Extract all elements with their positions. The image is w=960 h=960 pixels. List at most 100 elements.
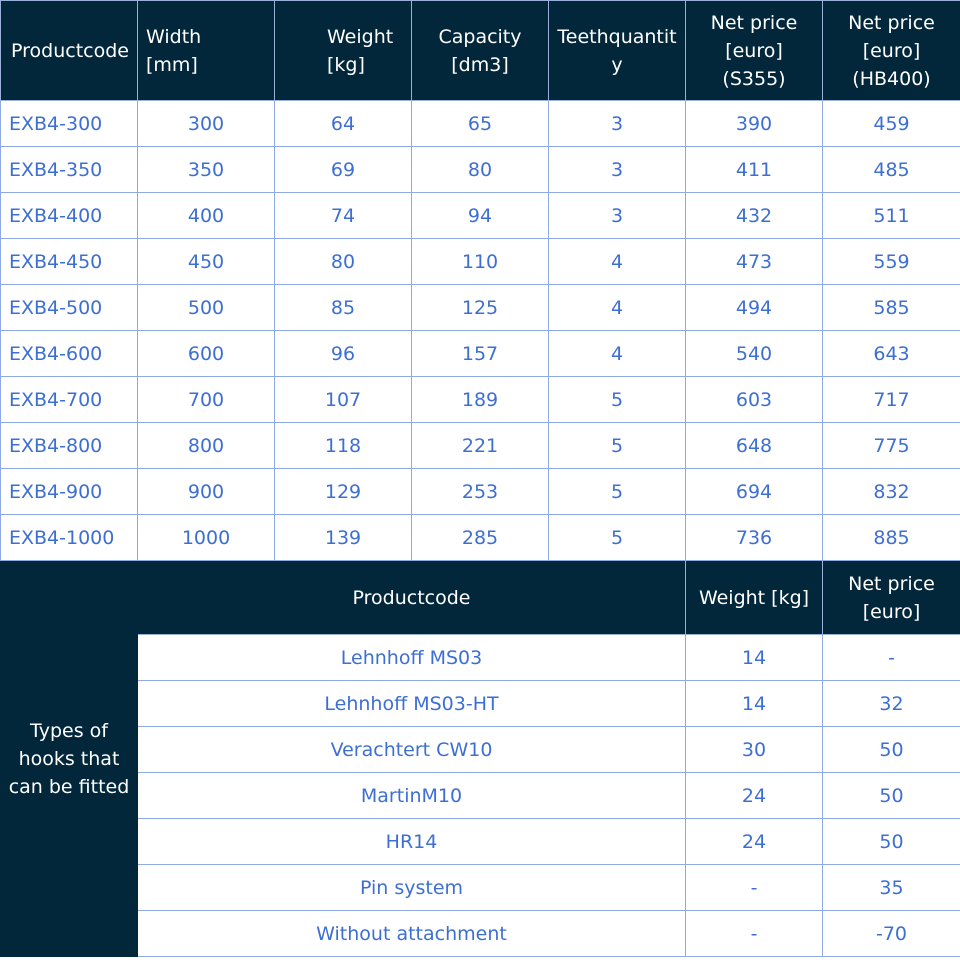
cell-teeth-quantity: 5 [548, 514, 686, 561]
hook-row: MartinM10 24 50 [1, 772, 960, 819]
cell-net-price-s355: 648 [685, 422, 823, 469]
cell-net-price-hb400: 485 [822, 146, 960, 193]
cell-capacity: 221 [411, 422, 549, 469]
cell-net-price-s355: 694 [685, 468, 823, 515]
table-row: EXB4-600 600 96 157 4 540 643 [0, 330, 960, 377]
cell-net-price-s355: 540 [685, 330, 823, 377]
cell-capacity: 125 [411, 284, 549, 331]
cell-teeth-quantity: 3 [548, 100, 686, 147]
cell-net-price-s355: 473 [685, 238, 823, 285]
cell-hook-weight: - [685, 864, 823, 911]
hooks-header-row: Types of hooks that can be fitted Productco… [0, 560, 960, 957]
cell-weight: 139 [274, 514, 412, 561]
cell-productcode: EXB4-600 [0, 330, 138, 377]
cell-hook-weight: 24 [685, 818, 823, 865]
header-teeth-quantity: Teethquantit y [548, 0, 686, 101]
cell-width: 350 [137, 146, 275, 193]
cell-net-price-s355: 736 [685, 514, 823, 561]
hook-row: Verachtert CW10 30 50 [1, 726, 960, 773]
cell-capacity: 110 [411, 238, 549, 285]
cell-net-price-s355: 494 [685, 284, 823, 331]
cell-capacity: 65 [411, 100, 549, 147]
cell-net-price-hb400: 559 [822, 238, 960, 285]
cell-teeth-quantity: 4 [548, 330, 686, 377]
cell-net-price-s355: 411 [685, 146, 823, 193]
cell-teeth-quantity: 4 [548, 238, 686, 285]
cell-weight: 64 [274, 100, 412, 147]
cell-net-price-s355: 390 [685, 100, 823, 147]
cell-net-price-hb400: 832 [822, 468, 960, 515]
cell-capacity: 157 [411, 330, 549, 377]
cell-hook-net-price: -70 [822, 910, 960, 957]
cell-weight: 118 [274, 422, 412, 469]
cell-productcode: EXB4-900 [0, 468, 138, 515]
cell-productcode: EXB4-350 [0, 146, 138, 193]
cell-width: 900 [137, 468, 275, 515]
table-row: EXB4-700 700 107 189 5 603 717 [0, 376, 960, 423]
cell-teeth-quantity: 5 [548, 376, 686, 423]
cell-hook-productcode: Without attachment [137, 910, 686, 957]
cell-net-price-hb400: 643 [822, 330, 960, 377]
cell-hook-productcode: Lehnhoff MS03 [137, 634, 686, 681]
table-row: EXB4-350 350 69 80 3 411 485 [0, 146, 960, 193]
cell-width: 450 [137, 238, 275, 285]
hook-row: Pin system -35 [1, 864, 960, 911]
cell-net-price-hb400: 511 [822, 192, 960, 239]
table-row: EXB4-1000 1000 139 285 5 736 885 [0, 514, 960, 561]
hook-row: HR14 24 50 [1, 818, 960, 865]
cell-hook-weight: 30 [685, 726, 823, 773]
header-net-price-hb400: Net price [euro] (HB400) [822, 0, 960, 101]
cell-hook-weight: 14 [685, 634, 823, 681]
table-row: EXB4-800 800 118 221 5 648 775 [0, 422, 960, 469]
cell-weight: 69 [274, 146, 412, 193]
cell-teeth-quantity: 5 [548, 422, 686, 469]
table-row: EXB4-900 900 129 253 5 694 832 [0, 468, 960, 515]
cell-width: 1000 [137, 514, 275, 561]
header-hook-net-price: Net price [euro] [822, 560, 960, 635]
cell-hook-weight: - [685, 910, 823, 957]
cell-teeth-quantity: 5 [548, 468, 686, 515]
cell-teeth-quantity: 3 [548, 192, 686, 239]
cell-productcode: EXB4-700 [0, 376, 138, 423]
hook-row: Without attachment - -70 [1, 910, 960, 957]
table-row: EXB4-300 300 64 65 3 390 459 [0, 100, 960, 147]
cell-capacity: 253 [411, 468, 549, 515]
cell-hook-productcode: Lehnhoff MS03-HT [137, 680, 686, 727]
cell-hook-productcode: Verachtert CW10 [137, 726, 686, 773]
cell-capacity: 94 [411, 192, 549, 239]
cell-weight: 129 [274, 468, 412, 515]
cell-weight: 80 [274, 238, 412, 285]
cell-hook-net-price: 50 [822, 726, 960, 773]
hook-row: Lehnhoff MS03 14- [1, 634, 960, 681]
cell-weight: 74 [274, 192, 412, 239]
cell-productcode: EXB4-500 [0, 284, 138, 331]
cell-hook-net-price: - [822, 634, 960, 681]
header-net-price-s355: Net price [euro] (S355) [685, 0, 823, 101]
cell-weight: 96 [274, 330, 412, 377]
cell-hook-productcode: HR14 [137, 818, 686, 865]
table-row: EXB4-400 400 74 94 3 432 511 [0, 192, 960, 239]
cell-hook-weight: 24 [685, 772, 823, 819]
cell-teeth-quantity: 3 [548, 146, 686, 193]
cell-net-price-hb400: 885 [822, 514, 960, 561]
header-hook-productcode: Productcode [137, 560, 686, 635]
cell-hook-productcode: MartinM10 [137, 772, 686, 819]
cell-width: 800 [137, 422, 275, 469]
cell-net-price-hb400: 717 [822, 376, 960, 423]
cell-net-price-hb400: 585 [822, 284, 960, 331]
cell-net-price-hb400: 775 [822, 422, 960, 469]
cell-productcode: EXB4-400 [0, 192, 138, 239]
header-productcode: Productcode [0, 0, 138, 101]
cell-hook-net-price: 50 [822, 772, 960, 819]
cell-productcode: EXB4-300 [0, 100, 138, 147]
cell-hook-net-price: 32 [822, 680, 960, 727]
cell-hook-weight: 14 [685, 680, 823, 727]
header-row: Productcode Width [mm] Weight [kg] Capacity [d… [0, 0, 960, 101]
cell-teeth-quantity: 4 [548, 284, 686, 331]
header-hook-weight: Weight [kg] [685, 560, 823, 635]
cell-capacity: 189 [411, 376, 549, 423]
hook-row: Lehnhoff MS03-HT 14 32 [1, 680, 960, 727]
cell-width: 700 [137, 376, 275, 423]
cell-productcode: EXB4-1000 [0, 514, 138, 561]
cell-width: 300 [137, 100, 275, 147]
